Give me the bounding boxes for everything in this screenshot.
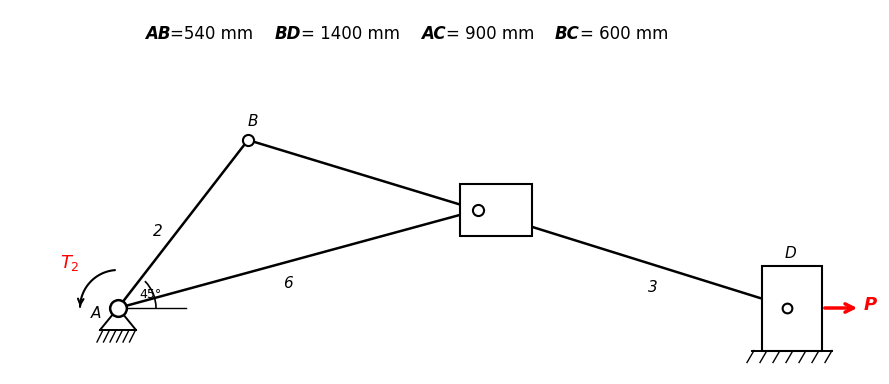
Text: 6: 6 (283, 276, 292, 291)
Bar (460, 184, 532, 236)
Text: $\mathbf{\mathit{T_2}}$: $\mathbf{\mathit{T_2}}$ (60, 253, 80, 273)
Text: 3: 3 (648, 280, 658, 295)
Text: C: C (510, 184, 521, 200)
Text: =540 mm: =540 mm (171, 25, 275, 43)
Text: 2: 2 (153, 225, 163, 240)
Text: AB: AB (145, 25, 171, 43)
Text: = 600 mm: = 600 mm (580, 25, 669, 43)
Text: BC: BC (555, 25, 580, 43)
Bar (762, 265, 822, 351)
Text: BD: BD (275, 25, 301, 43)
Text: B: B (248, 114, 258, 129)
Text: = 1400 mm: = 1400 mm (301, 25, 421, 43)
Text: AC: AC (421, 25, 445, 43)
Text: 4: 4 (797, 303, 807, 318)
Text: P: P (863, 296, 877, 314)
Text: 45°: 45° (139, 288, 161, 301)
Text: A: A (91, 306, 101, 321)
Text: 5: 5 (495, 205, 505, 220)
Text: = 900 mm: = 900 mm (445, 25, 555, 43)
Text: D: D (784, 245, 796, 260)
